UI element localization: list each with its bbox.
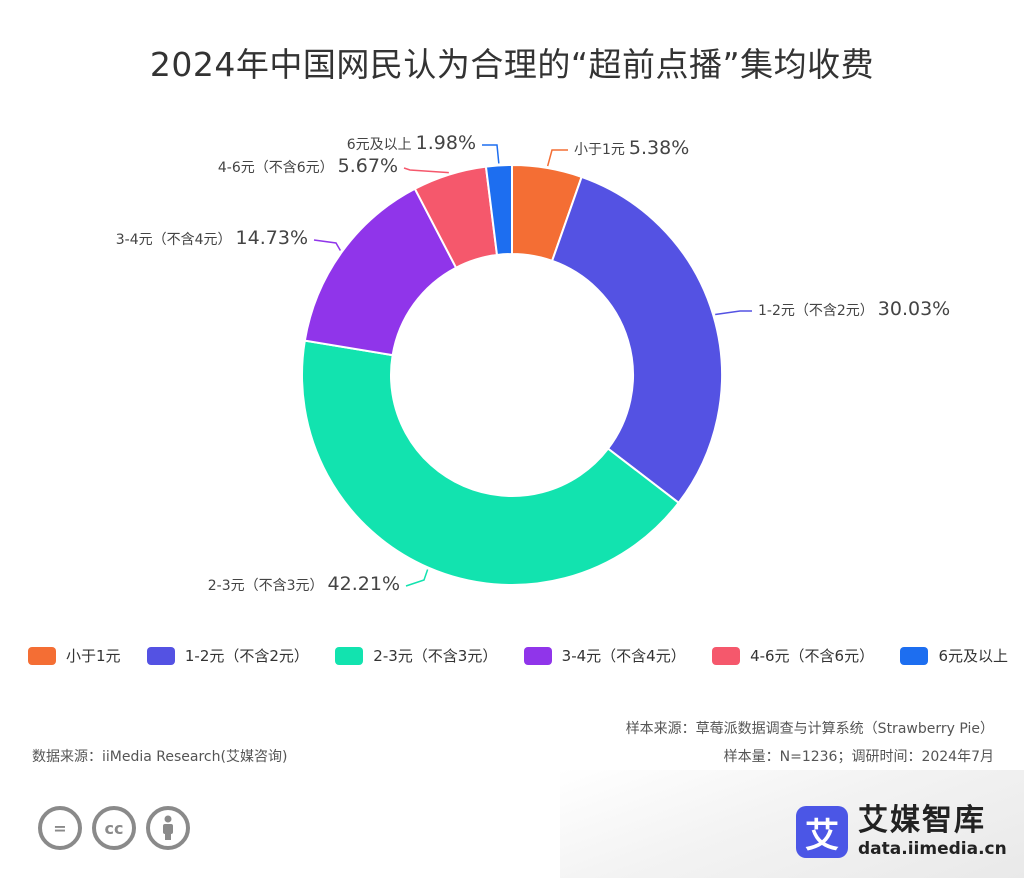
license-icons: = cc [38, 806, 190, 850]
chart-title: 2024年中国网民认为合理的“超前点播”集均收费 [149, 45, 875, 84]
legend-item-1[interactable]: 1-2元（不含2元） [146, 645, 309, 666]
leader-line-1 [715, 310, 752, 316]
data-source-note: 数据来源：iiMedia Research(艾媒咨询) [32, 749, 288, 765]
brand-logo: 艾 [796, 806, 848, 858]
slice-category-1: 1-2元（不含2元） [758, 303, 874, 319]
leader-line-2 [405, 569, 429, 587]
leader-line-3 [313, 239, 342, 251]
slice-label-3: 3-4元（不含4元） 14.73% [116, 227, 308, 249]
leader-line-0 [546, 149, 568, 167]
donut-slice-2[interactable] [301, 339, 681, 586]
legend-label-2: 2-3元（不含3元） [373, 647, 498, 665]
legend-item-2[interactable]: 2-3元（不含3元） [335, 645, 497, 666]
legend-item-4[interactable]: 4-6元（不含6元） [712, 645, 874, 666]
legend-swatch-1 [146, 646, 175, 665]
donut-chart: 小于1元 5.38% 1-2元（不含2元） 30.03% 2-3元（不含3元） 42.21… [116, 132, 950, 595]
legend-label-3: 3-4元（不含4元） [561, 647, 686, 665]
leader-line-5 [482, 144, 500, 164]
legend-label-1: 1-2元（不含2元） [184, 647, 309, 665]
legend: 小于1元 1-2元（不含2元） 2-3元（不含3元） 3-4元（不含4元） 4-… [28, 645, 1008, 666]
slice-category-4: 4-6元（不含6元） [218, 160, 334, 176]
slice-label-2: 2-3元（不含3元） 42.21% [208, 573, 400, 595]
brand: 艾 艾媒智库 data.iimedia.cn [796, 804, 1007, 860]
person-icon [146, 806, 190, 850]
legend-item-0[interactable]: 小于1元 [28, 645, 121, 666]
slice-category-3: 3-4元（不含4元） [116, 232, 232, 248]
legend-label-0: 小于1元 [66, 647, 121, 665]
donut-slice-5[interactable] [484, 163, 513, 257]
legend-swatch-2 [335, 646, 364, 665]
leader-line-4 [403, 167, 449, 174]
slice-value-0: 5.38% [629, 137, 689, 159]
slice-category-5: 6元及以上 [347, 137, 412, 153]
legend-label-5: 6元及以上 [938, 647, 1008, 665]
legend-swatch-0 [28, 646, 56, 665]
legend-swatch-3 [523, 646, 552, 665]
brand-url: data.iimedia.cn [858, 839, 1007, 859]
slice-label-5: 6元及以上 1.98% [347, 132, 476, 154]
slice-value-1: 30.03% [878, 298, 950, 320]
slice-category-2: 2-3元（不含3元） [208, 578, 324, 594]
sample-size-note: 样本量：N=1236；调研时间：2024年7月 [723, 749, 994, 765]
slice-category-0: 小于1元 [574, 142, 625, 158]
cc-icon: cc [92, 806, 136, 850]
slice-label-4: 4-6元（不含6元） 5.67% [218, 155, 398, 177]
equals-icon: = [38, 806, 82, 850]
footer-background [560, 770, 1024, 878]
slice-label-1: 1-2元（不含2元） 30.03% [758, 298, 950, 320]
legend-label-4: 4-6元（不含6元） [750, 647, 875, 665]
donut-slice-1[interactable] [550, 175, 723, 505]
slice-value-3: 14.73% [236, 227, 308, 249]
slice-value-5: 1.98% [416, 132, 476, 154]
legend-item-3[interactable]: 3-4元（不含4元） [523, 645, 686, 666]
legend-swatch-4 [712, 646, 741, 665]
sample-source-note: 样本来源：草莓派数据调查与计算系统（Strawberry Pie） [625, 721, 994, 737]
slice-value-2: 42.21% [328, 573, 400, 595]
slice-label-0: 小于1元 5.38% [574, 137, 689, 159]
legend-item-5[interactable]: 6元及以上 [900, 645, 1008, 666]
slice-value-4: 5.67% [338, 155, 398, 177]
brand-name: 艾媒智库 [858, 803, 986, 838]
legend-swatch-5 [900, 646, 929, 665]
